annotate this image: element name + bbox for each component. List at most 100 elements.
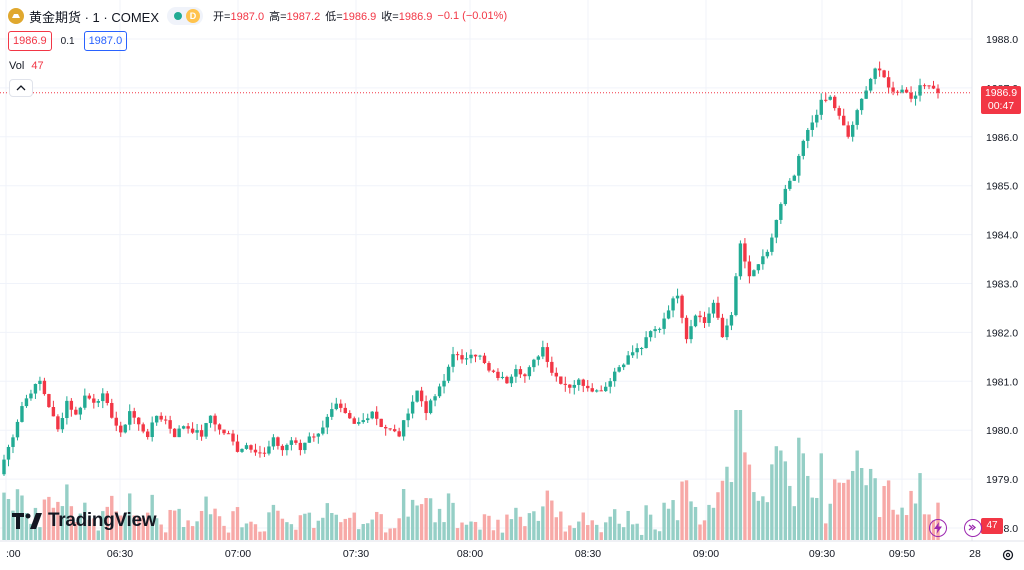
volume-bar [868,468,873,540]
candle-body [927,85,931,87]
candle-body [671,298,675,311]
candle-body [788,180,792,189]
volume-bar [702,520,707,540]
candle-body [128,411,132,425]
candle-body [922,85,927,87]
candle-body [154,415,159,423]
settings-gear-icon[interactable] [1001,548,1015,562]
volume-bar [608,516,612,540]
candle-body [388,428,392,430]
ohlc-open: 开=1987.0 [213,8,264,24]
lightning-icon[interactable] [929,519,947,537]
tradingview-watermark[interactable]: TradingView [12,510,157,532]
candle-body [913,95,918,99]
price-tick-label: 1985.0 [986,181,1018,193]
last-price: 1986.9 [984,87,1018,99]
candle-body [150,422,154,438]
candle-body [312,436,316,438]
volume-bar [550,500,554,540]
candle-body [83,395,87,408]
candle-body [361,420,365,423]
candle-body [478,355,482,357]
last-price-label: 1986.9 00:47 [981,86,1021,114]
candles [2,61,940,476]
candle-body [518,369,523,375]
candle-body [294,440,298,443]
candle-body [864,90,868,99]
volume-bar [213,508,217,540]
volume-bar [824,523,828,540]
volume-bar [357,529,361,540]
trade-buttons: 1986.9 0.1 1987.0 [8,31,128,51]
market-open-dot-icon [174,12,183,20]
volume-bar [720,480,725,540]
candle-body [837,108,841,116]
volume-bar [783,461,788,540]
candle-body [797,155,801,176]
symbol-title[interactable]: 黄金期货 · 1 · COMEX [29,9,160,25]
watermark-text: TradingView [48,510,157,531]
volume-bar [671,500,675,540]
volume-bar [267,512,271,540]
volume-bar [653,529,657,540]
volume-bar [698,524,702,540]
volume-bar [307,512,312,540]
candle-body [716,302,720,318]
volume-bar [675,520,680,540]
volume-bars [2,410,940,540]
volume-bar [770,464,774,540]
volume-bar [846,479,850,540]
candle-body [186,426,190,429]
candle-body [859,98,864,111]
candle-body [415,390,419,402]
time-tick-label: 08:00 [457,548,483,560]
candle-body [662,318,666,329]
volume-bar [464,524,469,540]
price-tick-label: 1980.0 [986,425,1018,437]
candle-body [877,68,882,71]
volume-bar [891,509,895,540]
volume-bar [648,514,653,540]
candle-body [334,403,338,410]
candle-body [918,85,922,96]
sell-button[interactable]: 1986.9 [8,31,52,51]
volume-bar [294,529,298,540]
volume-bar [339,522,343,540]
market-status-pill[interactable]: D [167,7,204,25]
candle-body [819,99,823,115]
volume-bar [11,510,15,540]
volume-bar [491,530,496,540]
candle-body [276,437,280,446]
candle-body [639,348,644,350]
candle-body [123,424,127,433]
price-tick-label: 1983.0 [986,279,1018,291]
candle-body [262,452,267,454]
volume-bar [595,524,599,540]
volume-bar [181,527,186,540]
collapse-legend-button[interactable] [9,79,33,97]
scroll-to-realtime-button[interactable] [964,519,982,537]
volume-bar [725,466,729,540]
volume-bar [630,524,635,540]
candle-body [657,328,662,330]
volume-bar [541,506,545,540]
volume-bar [886,480,891,540]
candle-body [895,91,900,93]
volume-bar [24,513,29,540]
volume-bar [855,450,859,540]
ohlc-label: 开= [213,11,231,23]
time-tick-label: 06:30 [107,548,133,560]
candle-body [437,386,442,397]
volume-bar [882,486,886,540]
candle-body [289,440,294,445]
candle-body [379,418,383,427]
volume-bar [913,503,918,540]
volume-bar [707,504,711,540]
candle-body [33,383,38,394]
buy-button[interactable]: 1987.0 [83,31,128,51]
price-tick-label: 1979.0 [986,474,1018,486]
volume-bar [154,518,159,540]
volume-bar [330,513,334,540]
candle-body [756,264,761,271]
